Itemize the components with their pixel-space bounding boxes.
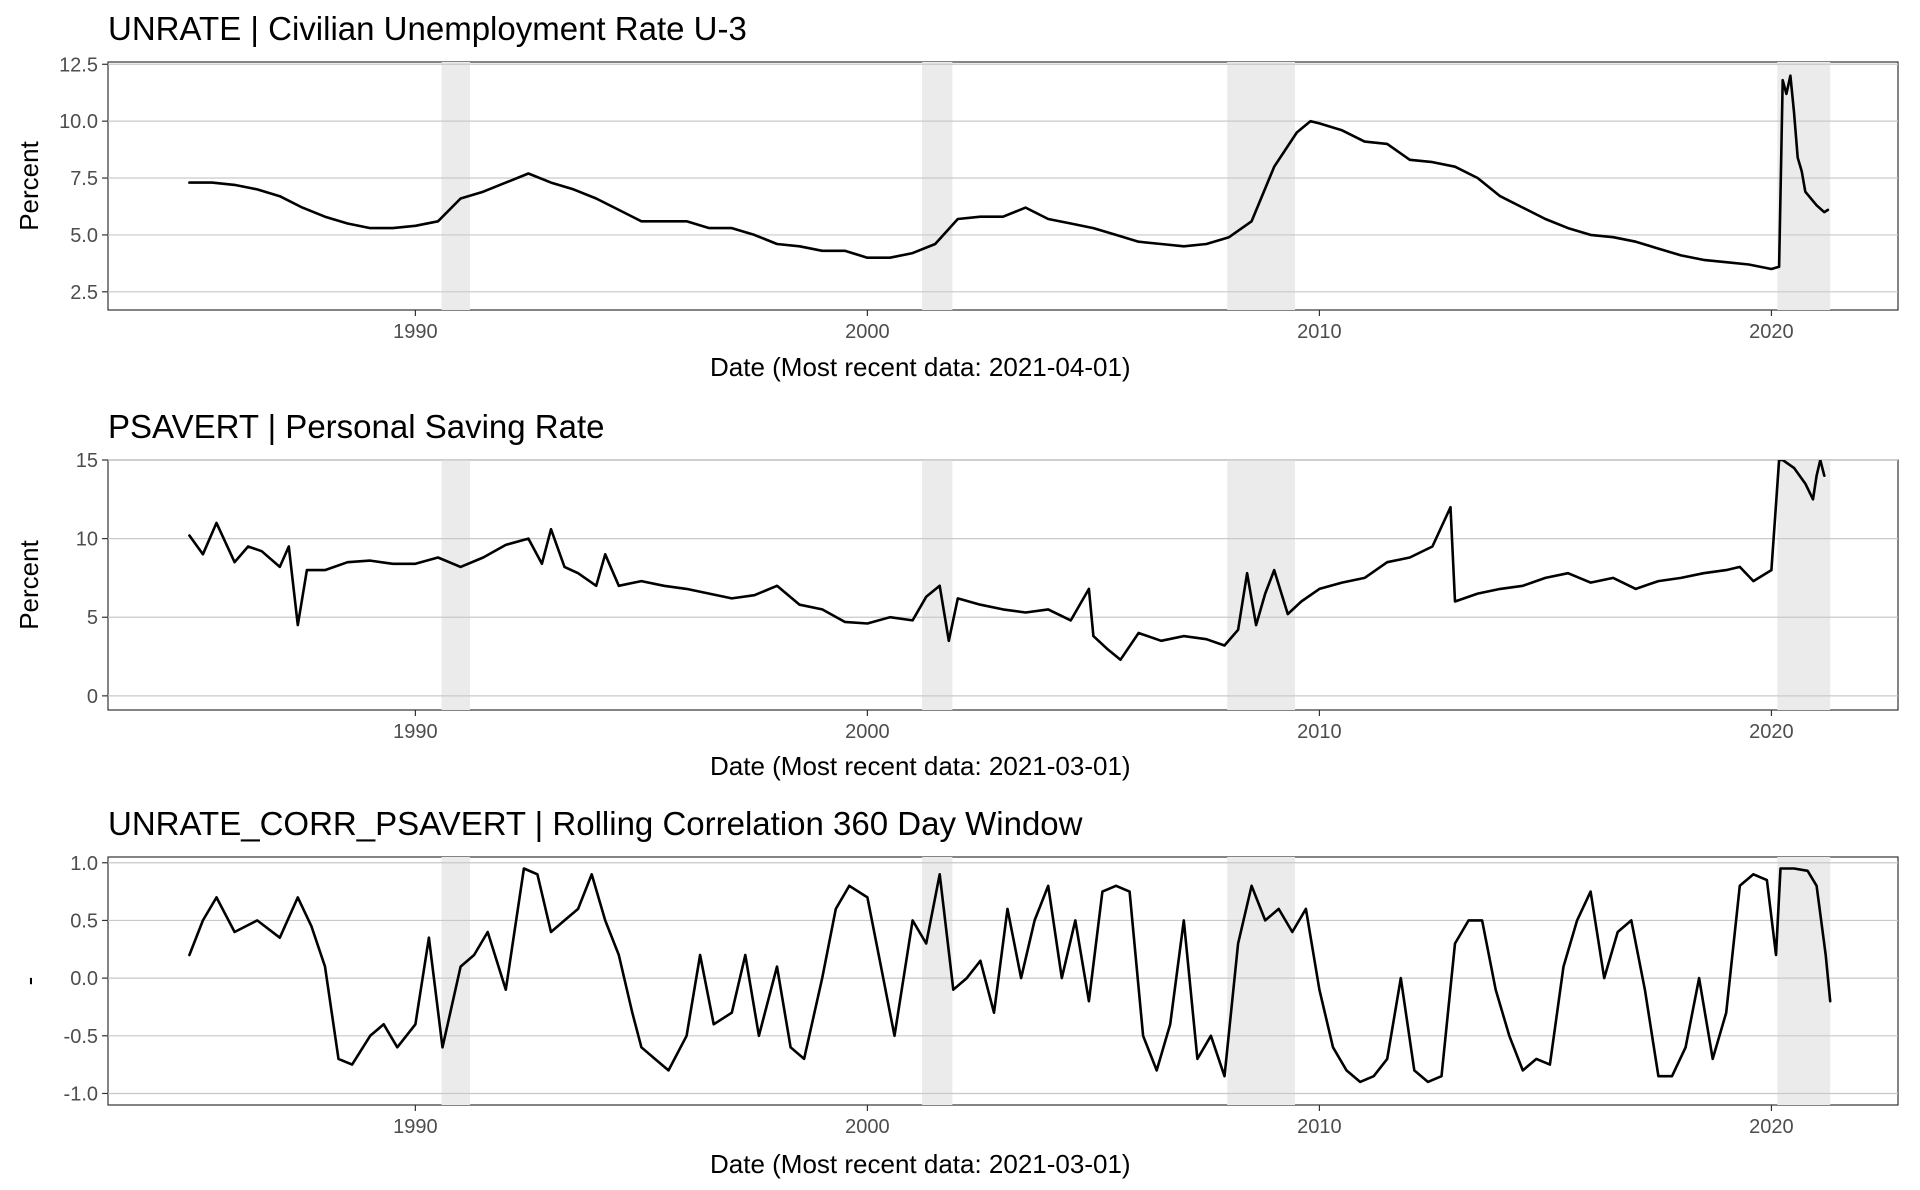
unrate-recession-band — [441, 62, 471, 310]
corr-ytick-label: 0.0 — [70, 968, 98, 990]
corr-ytick-label: -1.0 — [64, 1083, 98, 1105]
psavert-series-line — [188, 460, 1826, 662]
psavert-panel: PSAVERT | Personal Saving Rate Date (Mos… — [14, 408, 1899, 781]
unrate-ytick-label: 5.0 — [70, 225, 98, 247]
corr-xtick-label: 2010 — [1297, 1116, 1342, 1138]
unrate-xtick-label: 2020 — [1749, 321, 1794, 343]
unrate-panel: UNRATE | Civilian Unemployment Rate U-3 … — [14, 10, 1899, 382]
psavert-xtick-label: 2000 — [845, 721, 890, 743]
unrate-marks: 2.5 5.0 7.5 10.0 12.5 1990 2000 2010 2020 — [59, 54, 1898, 343]
unrate-xtick-label: 2010 — [1297, 321, 1342, 343]
unrate-series-line — [188, 74, 1830, 271]
corr-xtick-label: 1990 — [393, 1116, 438, 1138]
psavert-recession-band — [1777, 460, 1831, 710]
psavert-ytick-label: 0 — [87, 686, 98, 708]
corr-plot-area — [107, 856, 1899, 1106]
corr-title: UNRATE_CORR_PSAVERT | Rolling Correlatio… — [108, 805, 1083, 842]
unrate-ytick-label: 7.5 — [70, 168, 98, 190]
psavert-xtick-label: 1990 — [393, 721, 438, 743]
corr-xtick-label: 2020 — [1749, 1116, 1794, 1138]
corr-xtick-label: 2000 — [845, 1116, 890, 1138]
psavert-recession-band — [441, 460, 471, 710]
psavert-recession-band — [1227, 460, 1296, 710]
corr-ytick-label: 0.5 — [70, 910, 98, 932]
unrate-xtick-label: 1990 — [393, 321, 438, 343]
psavert-marks: 0 5 10 15 1990 2000 2010 2020 — [76, 450, 1898, 743]
unrate-plot-area — [107, 61, 1899, 311]
corr-panel: UNRATE_CORR_PSAVERT | Rolling Correlatio… — [14, 805, 1899, 1179]
corr-ytick-label: -0.5 — [64, 1026, 98, 1048]
psavert-xtick-label: 2020 — [1749, 721, 1794, 743]
psavert-xtick-label: 2010 — [1297, 721, 1342, 743]
psavert-ytick-label: 5 — [87, 607, 98, 629]
unrate-ylabel: Percent — [14, 140, 44, 230]
unrate-xtick-label: 2000 — [845, 321, 890, 343]
corr-recession-band — [1777, 857, 1831, 1105]
unrate-recession-band — [1227, 62, 1296, 310]
unrate-ytick-label: 12.5 — [59, 54, 98, 76]
corr-recession-band — [922, 857, 953, 1105]
unrate-ytick-label: 2.5 — [70, 282, 98, 304]
unrate-recession-band — [922, 62, 953, 310]
psavert-ytick-label: 10 — [76, 529, 98, 551]
psavert-xlabel: Date (Most recent data: 2021-03-01) — [710, 751, 1131, 781]
corr-xlabel: Date (Most recent data: 2021-03-01) — [710, 1149, 1131, 1179]
psavert-title: PSAVERT | Personal Saving Rate — [108, 408, 605, 445]
psavert-ylabel: Percent — [14, 539, 44, 629]
unrate-ytick-label: 10.0 — [59, 111, 98, 133]
corr-series-line — [188, 867, 1832, 1084]
corr-ytick-label: 1.0 — [70, 853, 98, 875]
unrate-xlabel: Date (Most recent data: 2021-04-01) — [710, 352, 1131, 382]
psavert-ytick-label: 15 — [76, 450, 98, 472]
corr-ylabel: - — [14, 977, 44, 986]
corr-recession-band — [441, 857, 471, 1105]
corr-marks: -1.0 -0.5 0.0 0.5 1.0 1990 2000 2010 2020 — [64, 853, 1898, 1138]
corr-recession-band — [1227, 857, 1296, 1105]
unrate-title: UNRATE | Civilian Unemployment Rate U-3 — [108, 10, 747, 47]
psavert-recession-band — [922, 460, 953, 710]
